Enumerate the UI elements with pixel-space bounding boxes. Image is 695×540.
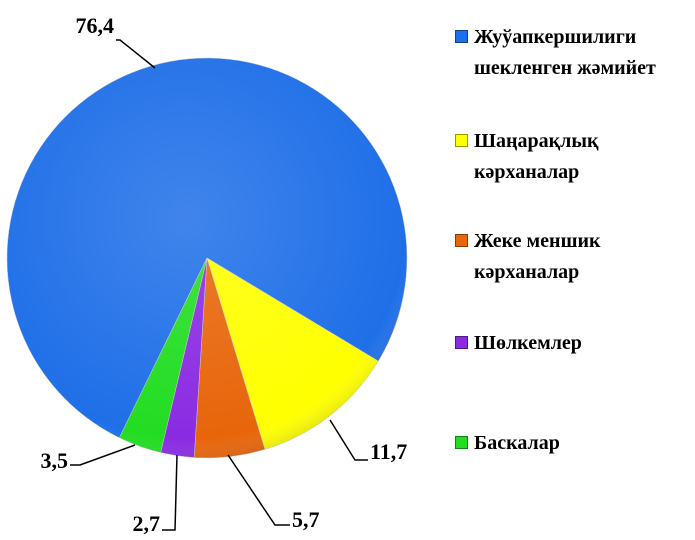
data-label: 3,5 <box>41 448 69 473</box>
legend-item: Шөлкемлер <box>455 328 693 359</box>
leader-line <box>162 454 178 531</box>
legend-swatch <box>455 134 468 147</box>
legend-item: Шаңарақлық кәрханалар <box>455 126 693 188</box>
legend-label: Баскалар <box>474 432 560 454</box>
data-label: 76,4 <box>76 13 115 38</box>
legend-item: Жеке меншик кәрханалар <box>455 226 693 288</box>
leader-line <box>227 454 290 526</box>
legend-item: Жуўапкершилиги шекленген жәмийет <box>455 22 693 84</box>
legend-swatch <box>455 234 468 247</box>
leader-line <box>116 39 156 69</box>
legend-swatch <box>455 30 468 43</box>
leader-line <box>329 419 368 461</box>
data-label: 2,7 <box>133 511 161 536</box>
data-label: 11,7 <box>370 439 407 464</box>
leader-line <box>70 444 136 466</box>
legend-label: Шөлкемлер <box>474 332 582 354</box>
legend-swatch <box>455 436 468 449</box>
legend-label: Жуўапкершилиги шекленген жәмийет <box>474 26 656 79</box>
legend-item: Баскалар <box>455 428 693 459</box>
legend-swatch <box>455 336 468 349</box>
legend-label: Шаңарақлық кәрханалар <box>474 130 599 183</box>
data-label: 5,7 <box>292 507 320 532</box>
legend-label: Жеке меншик кәрханалар <box>474 230 601 283</box>
